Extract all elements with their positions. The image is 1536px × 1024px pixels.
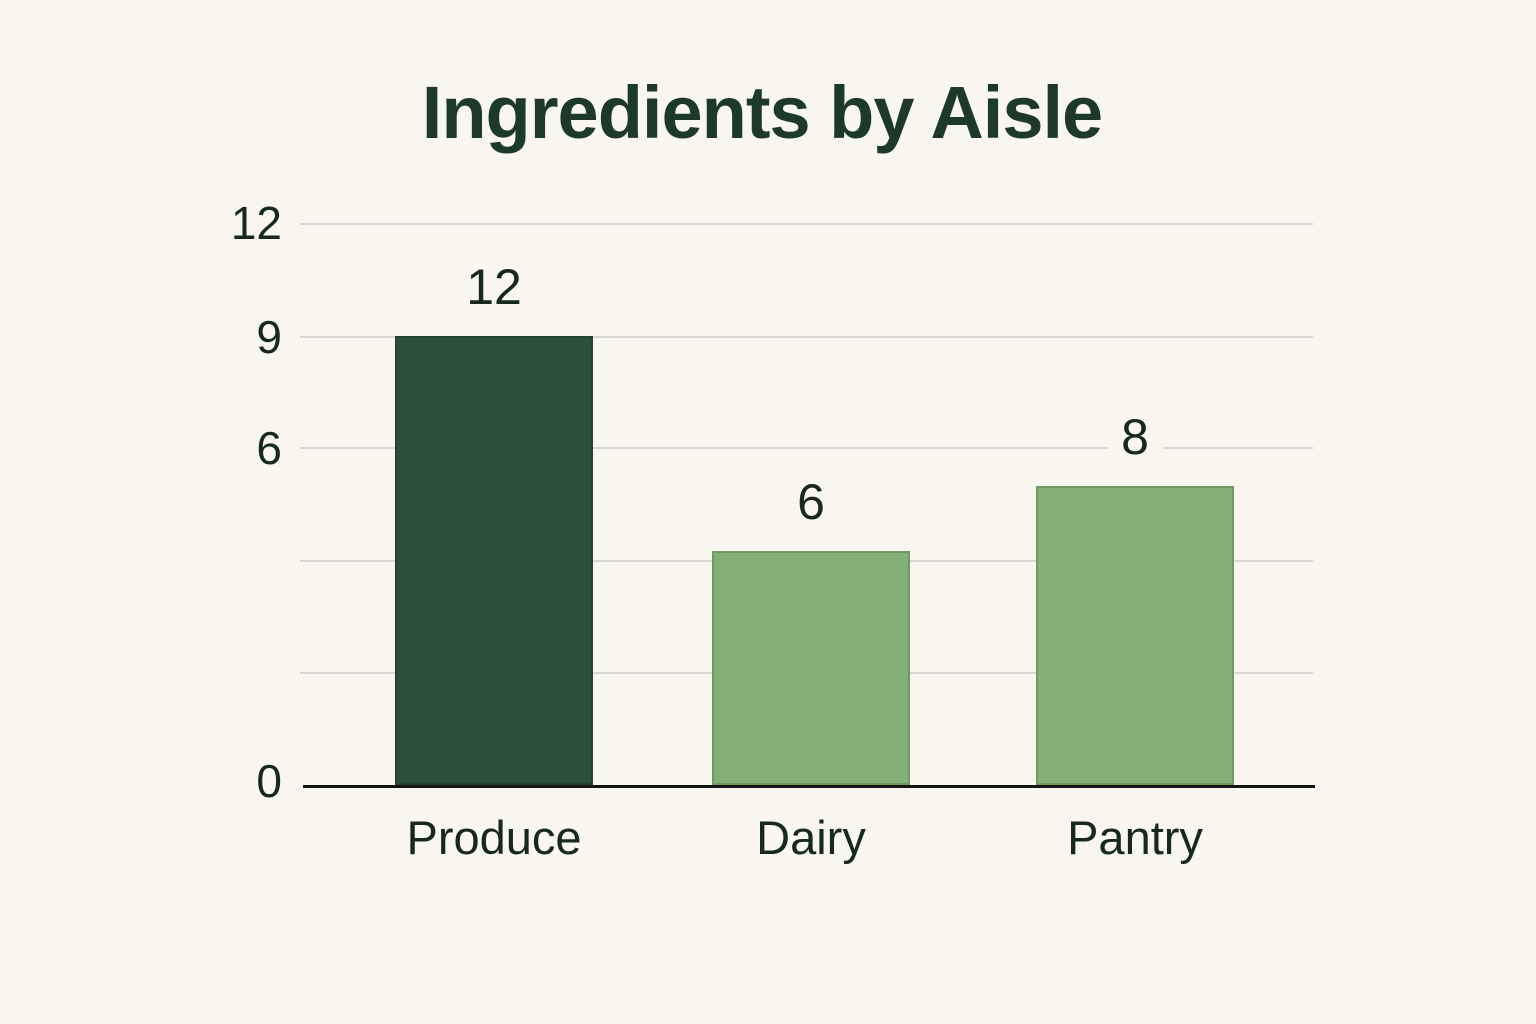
gridline (300, 223, 1313, 225)
chart-title: Ingredients by Aisle (421, 71, 1103, 154)
gridline (300, 336, 1313, 338)
bar-value-label: 8 (1107, 412, 1163, 462)
bar-value-label: 6 (783, 477, 839, 527)
bar-dairy (712, 551, 910, 785)
y-axis-tick-label: 6 (256, 422, 282, 474)
x-axis-category-label: Dairy (756, 811, 866, 864)
bar-value-label: 12 (452, 262, 536, 312)
x-axis-category-label: Pantry (1067, 811, 1203, 864)
y-axis-tick-label: 9 (256, 311, 282, 363)
y-axis-tick-label: 0 (256, 755, 282, 807)
y-axis-tick-label: 12 (230, 197, 282, 249)
x-axis-category-label: Produce (406, 811, 582, 864)
gridline (300, 447, 1313, 449)
bar-produce (395, 336, 593, 785)
x-axis-line (303, 785, 1315, 788)
bar-pantry (1036, 486, 1234, 785)
